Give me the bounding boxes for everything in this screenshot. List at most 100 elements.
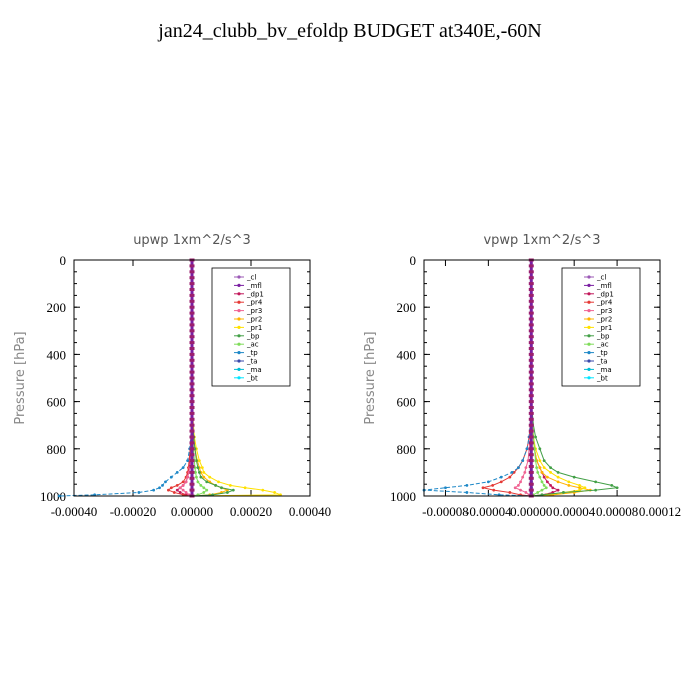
y-tick-label: 1000 bbox=[390, 489, 416, 504]
series-point bbox=[199, 475, 203, 479]
series-point bbox=[273, 491, 276, 494]
zero-profile-marker bbox=[528, 388, 534, 392]
series-point bbox=[542, 459, 546, 462]
series-point bbox=[195, 459, 198, 462]
legend-marker bbox=[237, 342, 241, 346]
series-point bbox=[542, 475, 546, 479]
figure-title: jan24_clubb_bv_efoldp BUDGET at340E,-60N bbox=[158, 20, 542, 42]
legend-label: _pr2 bbox=[596, 316, 612, 324]
legend-marker bbox=[587, 325, 591, 329]
series-point bbox=[169, 486, 173, 490]
zero-profile-marker bbox=[189, 376, 195, 380]
series-point bbox=[164, 480, 167, 484]
zero-profile-marker bbox=[528, 459, 534, 463]
zero-profile-marker bbox=[189, 465, 195, 468]
zero-profile-marker bbox=[528, 311, 534, 315]
legend-label: _bt bbox=[596, 374, 608, 382]
legend-marker bbox=[237, 300, 241, 304]
series-point bbox=[536, 491, 540, 494]
series-point bbox=[578, 486, 581, 490]
zero-profile-marker bbox=[528, 358, 534, 362]
legend-label: _cl bbox=[596, 274, 606, 282]
series-point bbox=[208, 475, 212, 479]
series-point bbox=[202, 486, 206, 490]
series-point bbox=[610, 483, 614, 487]
zero-profile-marker bbox=[189, 323, 195, 327]
legend-marker bbox=[587, 275, 591, 279]
zero-profile-marker bbox=[189, 417, 195, 421]
series-point bbox=[521, 475, 525, 479]
legend-label: _pr3 bbox=[596, 307, 612, 315]
y-axis-label: Pressure [hPa] bbox=[13, 331, 28, 424]
zero-profile-marker bbox=[189, 482, 195, 486]
zero-profile-marker bbox=[528, 435, 534, 439]
series-point bbox=[517, 466, 520, 470]
legend-marker bbox=[587, 309, 591, 313]
zero-profile-marker bbox=[189, 429, 195, 433]
zero-profile-marker bbox=[528, 288, 534, 291]
series-point bbox=[519, 480, 522, 484]
zero-profile-marker bbox=[528, 305, 534, 309]
legend-label: _ma bbox=[596, 366, 612, 374]
series-point bbox=[513, 486, 517, 490]
legend-label: _pr3 bbox=[246, 307, 262, 315]
series-point bbox=[521, 459, 525, 462]
series-point bbox=[567, 483, 571, 487]
series-point bbox=[217, 480, 220, 484]
legend-label: _ac bbox=[596, 341, 609, 349]
series-point bbox=[184, 480, 188, 484]
series-point bbox=[137, 491, 141, 494]
panel-upwp: upwp 1xm^2/s^3 Pressure [hPa] 0 200 400 600 80… bbox=[13, 233, 331, 519]
zero-profile-marker bbox=[528, 364, 534, 368]
zero-profile-marker bbox=[189, 400, 195, 404]
series-point bbox=[181, 483, 185, 487]
zero-profile-marker bbox=[528, 299, 534, 303]
series-point bbox=[172, 491, 176, 494]
zero-profile-marker bbox=[189, 382, 195, 386]
zero-profile-marker bbox=[528, 376, 534, 380]
y-tick-label: 800 bbox=[47, 442, 67, 457]
series-point bbox=[202, 475, 206, 479]
zero-profile-marker bbox=[528, 270, 534, 274]
zero-profile-marker bbox=[528, 293, 534, 297]
series-point bbox=[510, 471, 514, 474]
legend-label: _bt bbox=[246, 374, 258, 382]
zero-profile-marker bbox=[189, 435, 195, 439]
series-point bbox=[231, 488, 235, 492]
series-point bbox=[549, 466, 552, 470]
series-point bbox=[535, 466, 539, 470]
plot-frame bbox=[423, 259, 661, 497]
zero-profile-marker bbox=[189, 488, 195, 492]
series-point bbox=[615, 486, 619, 490]
legend-marker bbox=[237, 275, 241, 279]
x-tick-label: 0.00004 bbox=[553, 504, 596, 519]
zero-profile-marker bbox=[189, 311, 195, 315]
zero-profile-marker bbox=[528, 470, 534, 474]
series-point bbox=[57, 494, 61, 498]
x-tick-label: -0.00008 bbox=[422, 504, 469, 519]
x-tick-label: 0.00000 bbox=[171, 504, 213, 519]
series-point bbox=[594, 480, 598, 484]
series-point bbox=[525, 447, 529, 451]
series-point bbox=[508, 491, 512, 494]
zero-profile-marker bbox=[528, 482, 534, 486]
legend-marker bbox=[237, 325, 241, 329]
series-point bbox=[181, 466, 185, 470]
zero-profile-marker bbox=[528, 488, 534, 492]
y-axis-label: Pressure [hPa] bbox=[363, 331, 378, 424]
zero-profile-marker bbox=[189, 293, 195, 297]
series-point bbox=[175, 483, 179, 487]
series-point bbox=[197, 459, 201, 462]
series-point bbox=[542, 483, 546, 487]
series-point bbox=[465, 491, 469, 494]
series-point bbox=[524, 491, 528, 494]
zero-profile-marker bbox=[189, 352, 195, 356]
legend-marker bbox=[237, 367, 241, 371]
series-point bbox=[181, 480, 185, 484]
zero-profile-marker bbox=[528, 411, 534, 415]
legend-marker bbox=[237, 376, 241, 380]
legend-label: _ta bbox=[246, 358, 258, 366]
zero-profile-marker bbox=[189, 441, 195, 445]
zero-profile-marker bbox=[528, 276, 534, 280]
